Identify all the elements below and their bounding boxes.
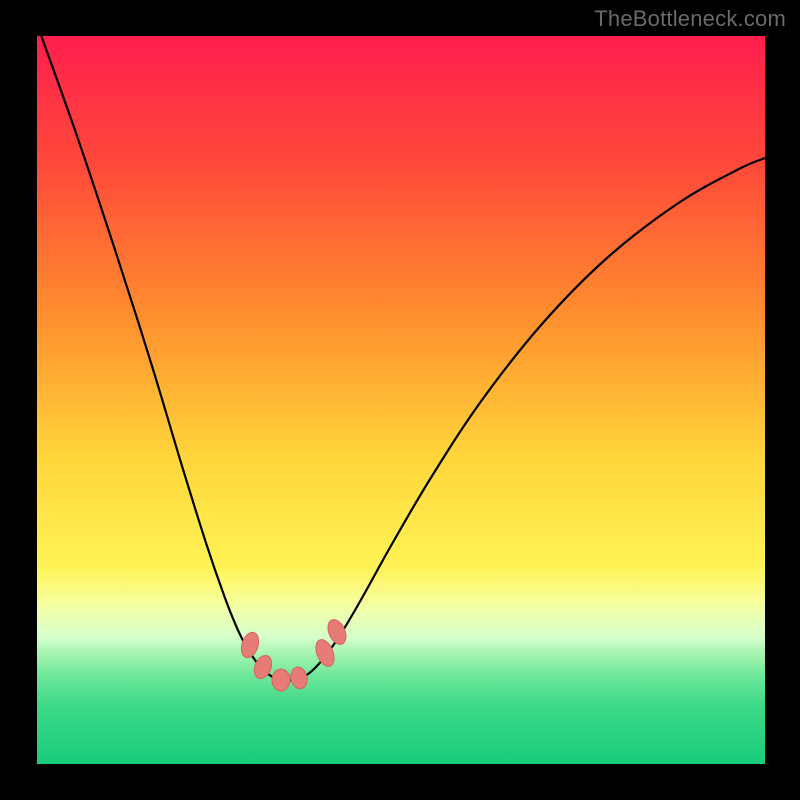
watermark-text: TheBottleneck.com bbox=[594, 6, 786, 32]
markers-group bbox=[238, 617, 349, 691]
chart-stage: TheBottleneck.com bbox=[0, 0, 800, 800]
marker-2 bbox=[272, 669, 290, 691]
bottleneck-curve bbox=[37, 36, 765, 764]
curve-path bbox=[37, 36, 765, 681]
marker-3 bbox=[289, 666, 309, 691]
plot-area bbox=[37, 36, 765, 764]
marker-0 bbox=[238, 630, 261, 660]
